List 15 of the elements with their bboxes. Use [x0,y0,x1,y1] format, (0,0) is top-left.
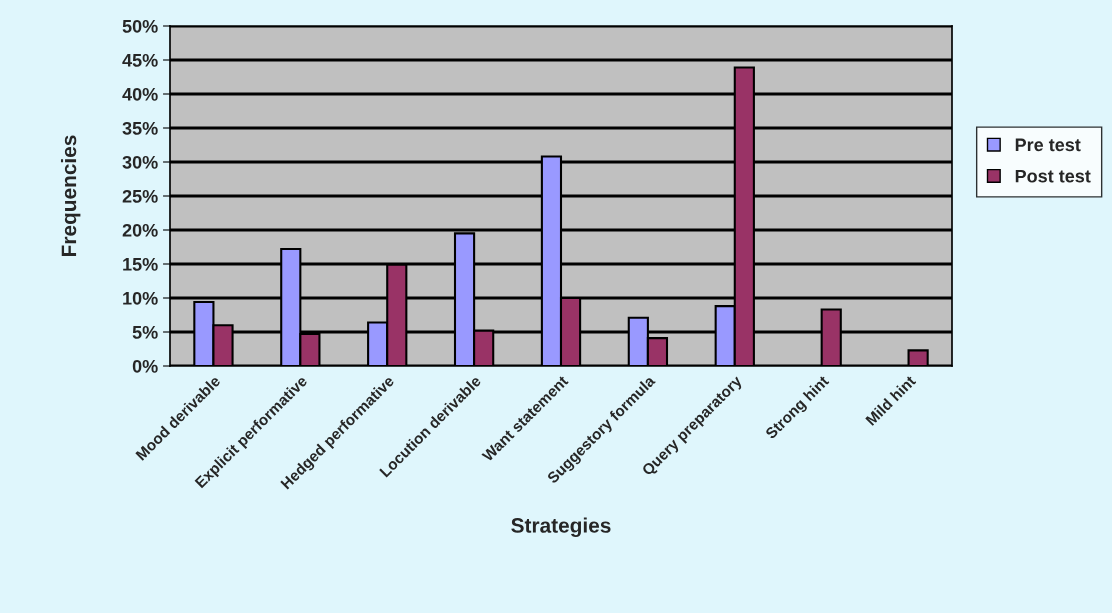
y-tick-label: 40% [122,87,158,101]
y-tick-label: 20% [122,223,158,237]
y-tick-label: 5% [132,325,158,339]
y-tick-label: 15% [123,257,158,271]
y-tick-label: 50% [122,19,158,33]
y-tick-label: 10% [123,291,158,305]
y-tick-label: 25% [122,189,158,203]
y-tick-label: 30% [122,155,158,169]
y-tick-label: 35% [122,121,158,135]
legend-label: Pre test [1015,138,1081,152]
legend-label: Post test [1015,169,1091,183]
y-axis-title: Frequencies [60,135,81,256]
x-axis-title: Strategies [511,517,611,538]
y-tick-label: 45% [122,53,158,67]
y-tick-label: 0% [132,359,158,373]
